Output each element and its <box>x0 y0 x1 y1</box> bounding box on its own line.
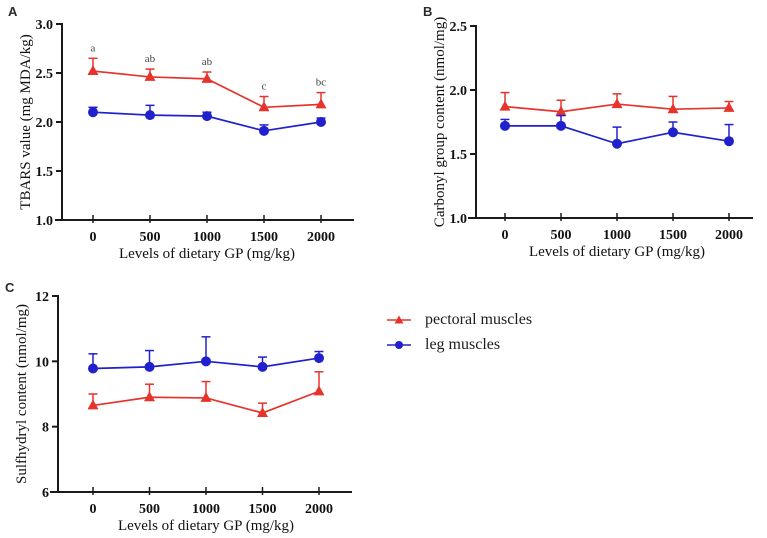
svg-text:Levels of dietary GP (mg/kg): Levels of dietary GP (mg/kg) <box>119 246 295 262</box>
legend: pectoral muscles leg muscles <box>384 309 532 356</box>
svg-text:1.0: 1.0 <box>450 212 468 227</box>
legend-label-leg: leg muscles <box>425 336 501 353</box>
panel-b: B 1.0 1.5 2.0 2.5 0 500 1000 1500 2000 Levels of … <box>383 0 767 270</box>
svg-text:1500: 1500 <box>659 228 687 243</box>
svg-text:0: 0 <box>502 228 509 243</box>
svg-text:10: 10 <box>35 355 49 370</box>
leg-circle-marker-icon <box>387 341 411 349</box>
legend-item-pectoral: pectoral muscles <box>384 309 532 331</box>
svg-text:500: 500 <box>551 228 572 243</box>
panel-c: C 6 8 10 12 0 500 1000 1500 2000 Levels of dietar… <box>0 270 383 538</box>
svg-text:12: 12 <box>35 290 49 305</box>
svg-text:2.5: 2.5 <box>36 67 54 82</box>
svg-text:0: 0 <box>90 230 97 245</box>
svg-text:TBARS value (mg MDA/kg): TBARS value (mg MDA/kg) <box>18 34 34 209</box>
svg-text:1500: 1500 <box>249 502 277 517</box>
chart-carbonyl: 1.0 1.5 2.0 2.5 0 500 1000 1500 2000 Levels of di… <box>432 17 753 260</box>
svg-text:500: 500 <box>139 502 160 517</box>
svg-text:2000: 2000 <box>307 230 335 245</box>
pectoral-triangle-marker-icon <box>387 315 411 324</box>
svg-text:3.0: 3.0 <box>36 18 54 33</box>
svg-text:2000: 2000 <box>715 228 743 243</box>
svg-text:2.0: 2.0 <box>36 116 54 131</box>
svg-text:1000: 1000 <box>192 502 220 517</box>
chart-sulfhydryl: 6 8 10 12 0 500 1000 1500 2000 Levels of dietary … <box>14 290 352 534</box>
svg-text:a: a <box>91 42 96 54</box>
svg-text:1.5: 1.5 <box>450 148 468 163</box>
chart-tbars: 1.0 1.5 2.0 2.5 3.0 0 500 1000 1500 2000 Levels of… <box>18 18 354 262</box>
svg-text:ab: ab <box>202 56 213 68</box>
svg-text:6: 6 <box>42 486 49 501</box>
panel-label-a: A <box>8 4 18 19</box>
svg-text:1.5: 1.5 <box>36 165 54 180</box>
svg-text:2000: 2000 <box>305 502 333 517</box>
panel-label-b: B <box>423 4 433 19</box>
svg-text:ab: ab <box>145 53 156 65</box>
svg-text:500: 500 <box>140 230 161 245</box>
panel-a: A 1.0 1.5 2.0 2.5 3.0 0 500 1000 1500 2000 Levels … <box>0 0 383 270</box>
svg-text:2.5: 2.5 <box>450 20 468 35</box>
legend-label-pectoral: pectoral muscles <box>425 311 533 328</box>
svg-text:Carbonyl group content (nmol/m: Carbonyl group content (nmol/mg) <box>432 17 448 227</box>
svg-text:1.0: 1.0 <box>36 214 54 229</box>
svg-text:Levels of dietary GP (mg/kg): Levels of dietary GP (mg/kg) <box>118 518 294 534</box>
svg-text:0: 0 <box>90 502 97 517</box>
panel-label-c: C <box>5 280 15 295</box>
svg-text:bc: bc <box>316 77 327 89</box>
svg-text:8: 8 <box>42 421 49 436</box>
legend-item-leg: leg muscles <box>384 334 532 356</box>
svg-text:2.0: 2.0 <box>450 84 468 99</box>
svg-text:Sulfhydryl content (nmol/mg): Sulfhydryl content (nmol/mg) <box>14 304 30 484</box>
svg-text:c: c <box>262 81 267 93</box>
svg-text:1000: 1000 <box>193 230 221 245</box>
svg-text:1500: 1500 <box>250 230 278 245</box>
svg-text:Levels of dietary GP (mg/kg): Levels of dietary GP (mg/kg) <box>529 244 705 260</box>
svg-text:1000: 1000 <box>603 228 631 243</box>
